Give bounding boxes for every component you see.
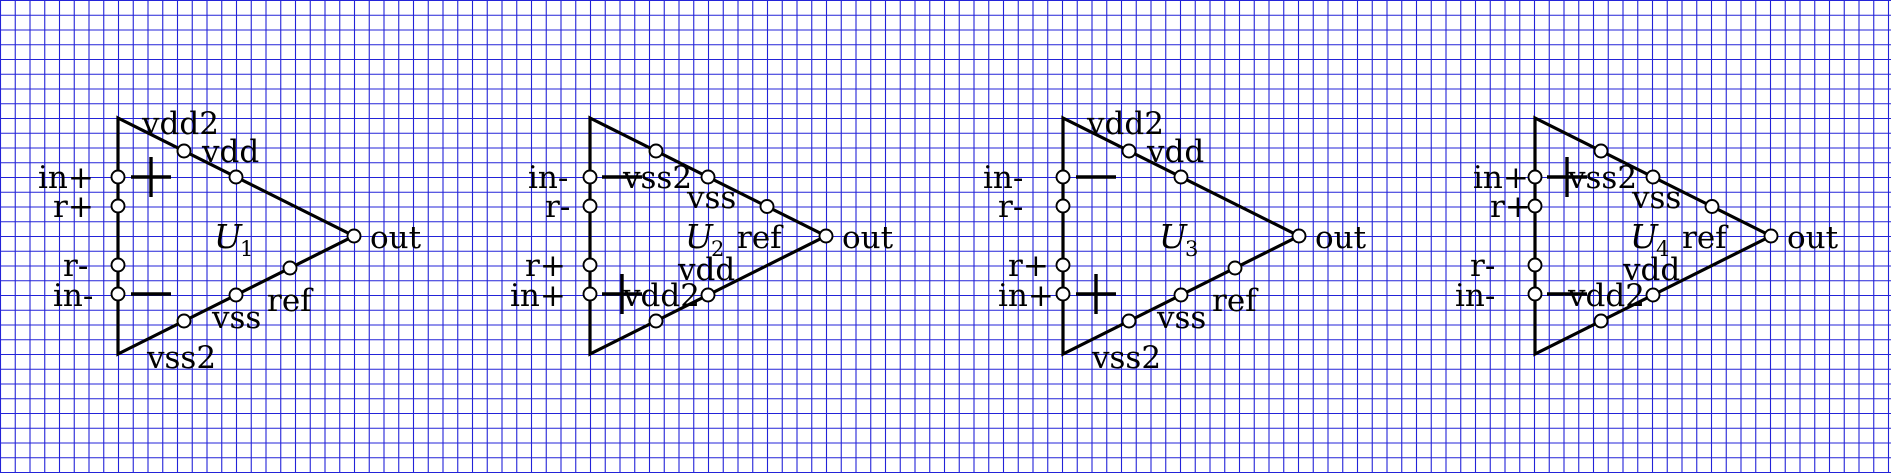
pin-label-top-2: vss (686, 180, 736, 216)
pin-label-top-2: vss (1631, 180, 1681, 216)
pin-label-r-bottom: r- (1470, 248, 1495, 284)
pin-in-top (582, 169, 598, 185)
pin-top-1 (648, 143, 664, 159)
pin-in-bottom (1055, 286, 1071, 302)
pin-out (818, 228, 834, 244)
pin-r-top (582, 198, 598, 214)
pin-ref (759, 199, 775, 214)
pin-bottom-1 (1593, 313, 1609, 329)
amplifier-name: U (1159, 217, 1188, 256)
pin-top-2 (700, 169, 716, 185)
pin-bottom-2 (1645, 287, 1661, 303)
pin-out (1763, 228, 1779, 244)
pin-ref (1704, 199, 1720, 214)
pin-label-in-bottom: in+ (510, 278, 566, 314)
amplifier-u1: in+ r+ r- in- vdd2 vdd vss2 vss ref out … (38, 106, 422, 376)
pin-label-out: out (1787, 220, 1839, 256)
pin-label-bottom-1: vss2 (146, 340, 216, 376)
amplifier-u4: in+ r+ r- in- vss2 vss vdd2 vdd ref out … (1455, 115, 1839, 357)
pin-label-in-bottom: in- (53, 278, 93, 314)
pin-label-in-top: in+ (38, 160, 94, 196)
amplifier-name: U (685, 217, 714, 256)
pin-in-bottom (582, 286, 598, 302)
pin-out (346, 228, 362, 244)
amplifier-name: U (1630, 217, 1659, 256)
pin-label-r-bottom: r+ (1008, 248, 1049, 284)
pin-r-bottom (582, 257, 598, 273)
pin-label-in-top: in- (983, 160, 1023, 196)
amplifier-index: 2 (711, 237, 724, 261)
pin-label-ref: ref (737, 220, 784, 256)
pin-ref (282, 260, 298, 276)
pin-label-top-2: vdd (1146, 134, 1204, 170)
pin-label-top-1: vdd2 (141, 106, 219, 142)
pin-label-top-1: vss2 (622, 160, 692, 196)
pin-label-bottom-2: vdd (1622, 252, 1680, 288)
pin-label-bottom-2: vdd (677, 252, 735, 288)
pin-top-2 (1173, 169, 1189, 185)
amplifier-u2: in- r- r+ in+ vss2 vss vdd2 vdd ref out … (510, 115, 894, 357)
pin-label-bottom-2: vss (211, 300, 261, 336)
amplifier-u3: in- r- r+ in+ vdd2 vdd vss2 vss ref out … (983, 106, 1367, 376)
pin-bottom-1 (176, 313, 192, 329)
pin-top-2 (1645, 169, 1661, 185)
pin-r-bottom (110, 257, 126, 273)
pin-r-top (1055, 198, 1071, 214)
pin-label-r-top: r- (998, 189, 1023, 225)
amplifier-index: 3 (1185, 237, 1198, 261)
amplifier-name: U (214, 217, 243, 256)
pin-label-out: out (842, 220, 894, 256)
pin-label-bottom-1: vss2 (1091, 340, 1161, 376)
pin-top-1 (1593, 143, 1609, 159)
pin-top-2 (228, 169, 244, 185)
pin-label-r-bottom: r+ (525, 248, 566, 284)
pin-bottom-1 (1121, 313, 1137, 329)
pin-r-top (1527, 198, 1543, 214)
pin-label-ref: ref (1212, 283, 1259, 319)
pin-label-r-top: r+ (1490, 189, 1531, 225)
pin-label-in-bottom: in- (1455, 278, 1495, 314)
amplifier-index: 1 (240, 237, 253, 261)
pin-label-ref: ref (1682, 220, 1729, 256)
pin-ref (1227, 260, 1243, 276)
pin-bottom-1 (648, 313, 664, 329)
pin-bottom-2 (700, 287, 716, 303)
pin-r-bottom (1055, 257, 1071, 273)
pin-label-r-top: r+ (53, 189, 94, 225)
pin-label-out: out (370, 220, 422, 256)
pin-in-bottom (1527, 286, 1543, 302)
pin-label-in-top: in- (528, 160, 568, 196)
pin-in-top (1527, 169, 1543, 185)
pin-bottom-2 (228, 287, 244, 303)
pin-top-1 (1121, 143, 1137, 159)
amplifier-index: 4 (1656, 237, 1669, 261)
pin-r-top (110, 198, 126, 214)
pin-label-in-bottom: in+ (998, 278, 1054, 314)
pin-r-bottom (1527, 257, 1543, 273)
pin-label-in-top: in+ (1473, 160, 1529, 196)
pin-label-top-2: vdd (201, 134, 259, 170)
pin-label-out: out (1315, 220, 1367, 256)
pin-label-ref: ref (267, 283, 314, 319)
pin-in-bottom (110, 286, 126, 302)
pin-label-r-top: r- (545, 189, 570, 225)
pin-label-bottom-2: vss (1156, 300, 1206, 336)
pin-label-bottom-1: vdd2 (1567, 278, 1645, 314)
pin-label-top-1: vss2 (1567, 160, 1637, 196)
pin-top-1 (176, 143, 192, 159)
pin-label-top-1: vdd2 (1086, 106, 1164, 142)
pin-bottom-2 (1173, 287, 1189, 303)
pin-label-bottom-1: vdd2 (622, 278, 700, 314)
pin-in-top (1055, 169, 1071, 185)
pin-label-r-bottom: r- (63, 248, 88, 284)
pin-out (1291, 228, 1307, 244)
pin-in-top (110, 169, 126, 185)
